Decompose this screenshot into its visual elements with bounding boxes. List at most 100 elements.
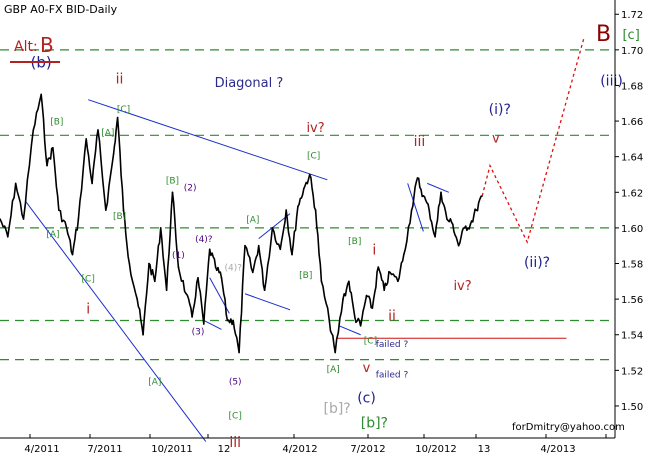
wave-label: [B] (299, 271, 312, 281)
x-tick-label: 10/2011 (151, 444, 193, 455)
price-point-2 (14, 182, 17, 185)
price-point-54 (348, 280, 350, 283)
price-point-69 (440, 191, 442, 194)
wave-label: [A] (46, 230, 59, 240)
x-tick-label: 4/2011 (24, 444, 59, 455)
note-label: failed ? (376, 340, 409, 350)
trendline-6 (338, 325, 361, 336)
y-tick-label: 1.50 (621, 402, 643, 413)
price-point-50 (320, 280, 323, 283)
wave-label: (4)? (224, 264, 242, 274)
wave-label: i (372, 243, 376, 259)
price-point-29 (191, 316, 193, 318)
trendline-1 (25, 200, 207, 442)
price-point-7 (52, 146, 54, 149)
trendline-0 (88, 99, 328, 181)
trendline-8 (427, 182, 450, 193)
watermark: forDmitry@yahoo.com (512, 422, 625, 433)
price-point-22 (148, 262, 150, 265)
price-point-13 (91, 182, 93, 185)
price-point-73 (463, 227, 466, 229)
price-point-6 (46, 164, 48, 167)
wave-label: v (363, 361, 371, 376)
alt-label-prefix: Alt: (14, 39, 38, 55)
wave-label: (ii)? (524, 255, 550, 271)
alt-label: Alt: B (10, 33, 60, 63)
projection-group (481, 37, 585, 244)
y-tick-label: 1.66 (621, 117, 643, 128)
trendline-3 (244, 293, 291, 311)
price-series-group (0, 93, 483, 354)
wave-label: [A] (148, 378, 161, 388)
price-point-44 (285, 209, 287, 211)
price-point-75 (475, 209, 478, 211)
wave-label: ii (388, 308, 396, 324)
price-point-52 (334, 351, 336, 354)
y-tick-label: 1.70 (621, 46, 643, 57)
wave-label: ii (116, 72, 124, 88)
x-tick-label: 13 (478, 444, 491, 455)
wave-label: [C] (117, 105, 130, 115)
wave-label: Diagonal ? (215, 76, 284, 91)
y-tick-label: 1.64 (621, 153, 643, 164)
alt-label-value: B (40, 33, 54, 57)
price-point-15 (105, 209, 107, 211)
wave-label: i (86, 301, 90, 317)
wave-label: iv? (306, 121, 324, 136)
price-point-8 (58, 209, 60, 211)
wave-label: iii (229, 435, 241, 451)
x-tick-label: 4/2012 (282, 444, 317, 455)
price-point-45 (291, 253, 293, 256)
price-point-59 (377, 266, 380, 268)
price-point-38 (244, 244, 246, 247)
price-point-17 (116, 116, 119, 119)
y-tick-label: 1.54 (621, 331, 643, 342)
price-point-68 (434, 236, 436, 238)
price-point-70 (446, 218, 448, 220)
price-point-4 (32, 129, 35, 131)
wave-label: [A] (246, 216, 259, 226)
wave-label: [c] (622, 28, 639, 43)
price-point-71 (451, 223, 454, 226)
price-point-60 (383, 289, 385, 292)
price-point-3 (22, 218, 25, 220)
wave-label: (3) (192, 328, 205, 338)
price-point-53 (342, 298, 344, 300)
price-point-36 (232, 319, 235, 322)
wave-label: [b]? (323, 401, 350, 417)
price-point-32 (208, 248, 211, 251)
wave-label: [b]? (361, 415, 388, 431)
price-point-18 (122, 209, 125, 211)
projection-path (481, 37, 585, 244)
price-point-43 (279, 248, 282, 251)
y-tick-label: 1.58 (621, 260, 643, 271)
wave-label: [B] (50, 118, 63, 128)
plot-background (0, 0, 615, 438)
price-point-57 (365, 294, 368, 297)
wave-label: (2) (184, 184, 197, 194)
price-point-56 (359, 325, 362, 327)
price-point-16 (112, 152, 115, 154)
price-point-51 (328, 319, 331, 322)
price-point-49 (314, 209, 317, 211)
price-point-35 (226, 319, 229, 322)
y-tick-label: 1.56 (621, 295, 643, 306)
price-point-28 (185, 292, 187, 295)
price-point-24 (159, 227, 162, 229)
trendline-7 (407, 183, 424, 232)
price-point-74 (469, 223, 472, 226)
wave-label: [C] (307, 151, 320, 161)
wave-label: (iii) (600, 73, 623, 89)
price-point-64 (410, 209, 413, 211)
x-tick-label: 7/2012 (350, 444, 385, 455)
price-point-47 (303, 187, 305, 190)
price-point-55 (353, 316, 356, 318)
price-point-27 (177, 266, 180, 268)
price-point-5 (40, 93, 42, 96)
price-point-20 (136, 298, 138, 300)
price-point-33 (214, 266, 217, 268)
wave-label: [C] (82, 274, 95, 284)
price-point-41 (263, 289, 266, 292)
price-point-61 (389, 271, 391, 274)
